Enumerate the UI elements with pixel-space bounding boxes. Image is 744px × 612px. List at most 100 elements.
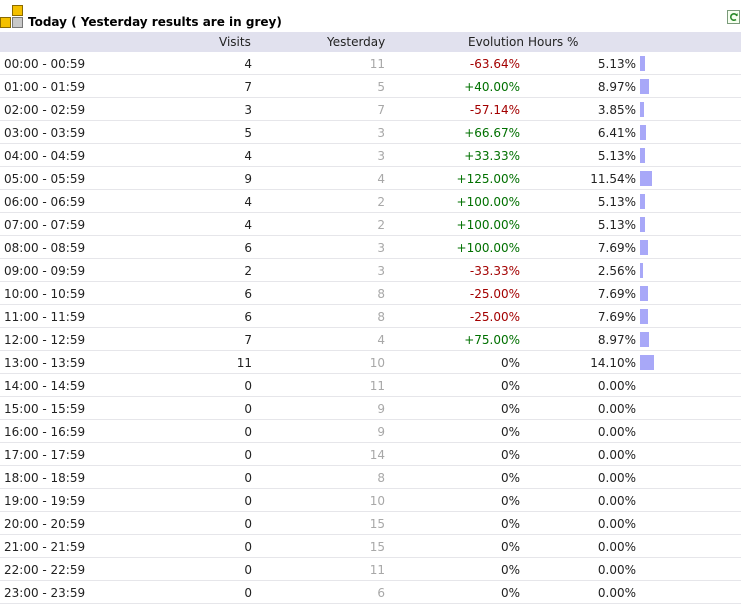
hours-pct-bar bbox=[640, 263, 643, 278]
evolution-value: 0% bbox=[500, 586, 520, 600]
table-row: 05:00 - 05:59 9 4 +125.00% 11.54% bbox=[0, 167, 741, 190]
yesterday-value: 11 bbox=[369, 57, 385, 71]
visits-value: 4 bbox=[244, 57, 252, 71]
table-row: 22:00 - 22:59 0 11 0% 0.00% bbox=[0, 558, 741, 581]
hours-pct-value: 14.10% bbox=[590, 356, 636, 370]
hour-range: 23:00 - 23:59 bbox=[4, 586, 86, 600]
table-row: 06:00 - 06:59 4 2 +100.00% 5.13% bbox=[0, 190, 741, 213]
yesterday-value: 3 bbox=[377, 241, 385, 255]
hours-pct-value: 0.00% bbox=[597, 540, 636, 554]
hours-pct-value: 5.13% bbox=[597, 149, 636, 163]
visits-value: 3 bbox=[244, 103, 252, 117]
hour-range: 17:00 - 17:59 bbox=[4, 448, 86, 462]
hours-pct-value: 7.69% bbox=[597, 310, 636, 324]
evolution-value: +75.00% bbox=[464, 333, 520, 347]
refresh-icon[interactable] bbox=[727, 10, 740, 24]
table-row: 14:00 - 14:59 0 11 0% 0.00% bbox=[0, 374, 741, 397]
visits-value: 0 bbox=[244, 494, 252, 508]
visits-value: 6 bbox=[244, 241, 252, 255]
visits-value: 6 bbox=[244, 310, 252, 324]
table-row: 18:00 - 18:59 0 8 0% 0.00% bbox=[0, 466, 741, 489]
evolution-value: +100.00% bbox=[456, 218, 520, 232]
hour-range: 04:00 - 04:59 bbox=[4, 149, 86, 163]
yesterday-value: 3 bbox=[377, 264, 385, 278]
table-row: 07:00 - 07:59 4 2 +100.00% 5.13% bbox=[0, 213, 741, 236]
evolution-value: +66.67% bbox=[464, 126, 520, 140]
hours-pct-bar bbox=[640, 56, 645, 71]
table-row: 12:00 - 12:59 7 4 +75.00% 8.97% bbox=[0, 328, 741, 351]
hour-range: 21:00 - 21:59 bbox=[4, 540, 86, 554]
visits-value: 0 bbox=[244, 517, 252, 531]
visits-value: 0 bbox=[244, 402, 252, 416]
yesterday-value: 9 bbox=[377, 425, 385, 439]
yesterday-value: 3 bbox=[377, 149, 385, 163]
hours-pct-bar bbox=[640, 240, 648, 255]
hours-pct-value: 0.00% bbox=[597, 586, 636, 600]
visits-value: 0 bbox=[244, 448, 252, 462]
hours-pct-bar bbox=[640, 309, 648, 324]
hours-pct-value: 11.54% bbox=[590, 172, 636, 186]
hours-pct-value: 6.41% bbox=[597, 126, 636, 140]
evolution-value: 0% bbox=[500, 494, 520, 508]
hour-range: 10:00 - 10:59 bbox=[4, 287, 86, 301]
visits-value: 0 bbox=[244, 540, 252, 554]
evolution-value: -25.00% bbox=[469, 287, 520, 301]
table-row: 19:00 - 19:59 0 10 0% 0.00% bbox=[0, 489, 741, 512]
evolution-value: 0% bbox=[500, 425, 520, 439]
table-row: 17:00 - 17:59 0 14 0% 0.00% bbox=[0, 443, 741, 466]
hours-pct-value: 5.13% bbox=[597, 195, 636, 209]
visits-value: 0 bbox=[244, 563, 252, 577]
hour-range: 11:00 - 11:59 bbox=[4, 310, 86, 324]
yesterday-value: 7 bbox=[377, 103, 385, 117]
table-row: 13:00 - 13:59 11 10 0% 14.10% bbox=[0, 351, 741, 374]
hours-pct-value: 8.97% bbox=[597, 333, 636, 347]
hour-range: 19:00 - 19:59 bbox=[4, 494, 86, 508]
yesterday-value: 4 bbox=[377, 172, 385, 186]
table-row: 03:00 - 03:59 5 3 +66.67% 6.41% bbox=[0, 121, 741, 144]
hours-pct-value: 0.00% bbox=[597, 563, 636, 577]
yesterday-value: 5 bbox=[377, 80, 385, 94]
table-row: 01:00 - 01:59 7 5 +40.00% 8.97% bbox=[0, 75, 741, 98]
hours-pct-value: 7.69% bbox=[597, 241, 636, 255]
evolution-value: 0% bbox=[500, 517, 520, 531]
hours-pct-value: 2.56% bbox=[597, 264, 636, 278]
hours-pct-bar bbox=[640, 79, 649, 94]
yesterday-value: 8 bbox=[377, 287, 385, 301]
visits-value: 7 bbox=[244, 333, 252, 347]
hours-pct-bar bbox=[640, 332, 649, 347]
hours-pct-bar bbox=[640, 125, 646, 140]
evolution-value: +40.00% bbox=[464, 80, 520, 94]
hours-pct-value: 0.00% bbox=[597, 425, 636, 439]
evolution-value: +100.00% bbox=[456, 241, 520, 255]
hours-pct-value: 0.00% bbox=[597, 471, 636, 485]
yesterday-value: 15 bbox=[369, 517, 385, 531]
yesterday-value: 2 bbox=[377, 195, 385, 209]
hours-pct-bar bbox=[640, 102, 644, 117]
evolution-value: 0% bbox=[500, 471, 520, 485]
hour-range: 12:00 - 12:59 bbox=[4, 333, 86, 347]
yesterday-value: 3 bbox=[377, 126, 385, 140]
hours-pct-bar bbox=[640, 286, 648, 301]
hours-pct-value: 0.00% bbox=[597, 448, 636, 462]
visits-value: 5 bbox=[244, 126, 252, 140]
visits-value: 4 bbox=[244, 218, 252, 232]
visits-value: 6 bbox=[244, 287, 252, 301]
hour-range: 00:00 - 00:59 bbox=[4, 57, 86, 71]
hours-pct-bar bbox=[640, 194, 645, 209]
evolution-value: 0% bbox=[500, 563, 520, 577]
hours-pct-value: 3.85% bbox=[597, 103, 636, 117]
visits-value: 7 bbox=[244, 80, 252, 94]
table-row: 02:00 - 02:59 3 7 -57.14% 3.85% bbox=[0, 98, 741, 121]
evolution-value: +125.00% bbox=[456, 172, 520, 186]
visits-value: 2 bbox=[244, 264, 252, 278]
hours-pct-value: 0.00% bbox=[597, 379, 636, 393]
evolution-value: 0% bbox=[500, 356, 520, 370]
hours-pct-value: 0.00% bbox=[597, 402, 636, 416]
yesterday-value: 6 bbox=[377, 586, 385, 600]
hour-range: 09:00 - 09:59 bbox=[4, 264, 86, 278]
table-row: 10:00 - 10:59 6 8 -25.00% 7.69% bbox=[0, 282, 741, 305]
hours-pct-value: 8.97% bbox=[597, 80, 636, 94]
table-row: 11:00 - 11:59 6 8 -25.00% 7.69% bbox=[0, 305, 741, 328]
hour-range: 05:00 - 05:59 bbox=[4, 172, 86, 186]
column-header-row: Visits Yesterday Evolution Hours % bbox=[0, 32, 741, 52]
